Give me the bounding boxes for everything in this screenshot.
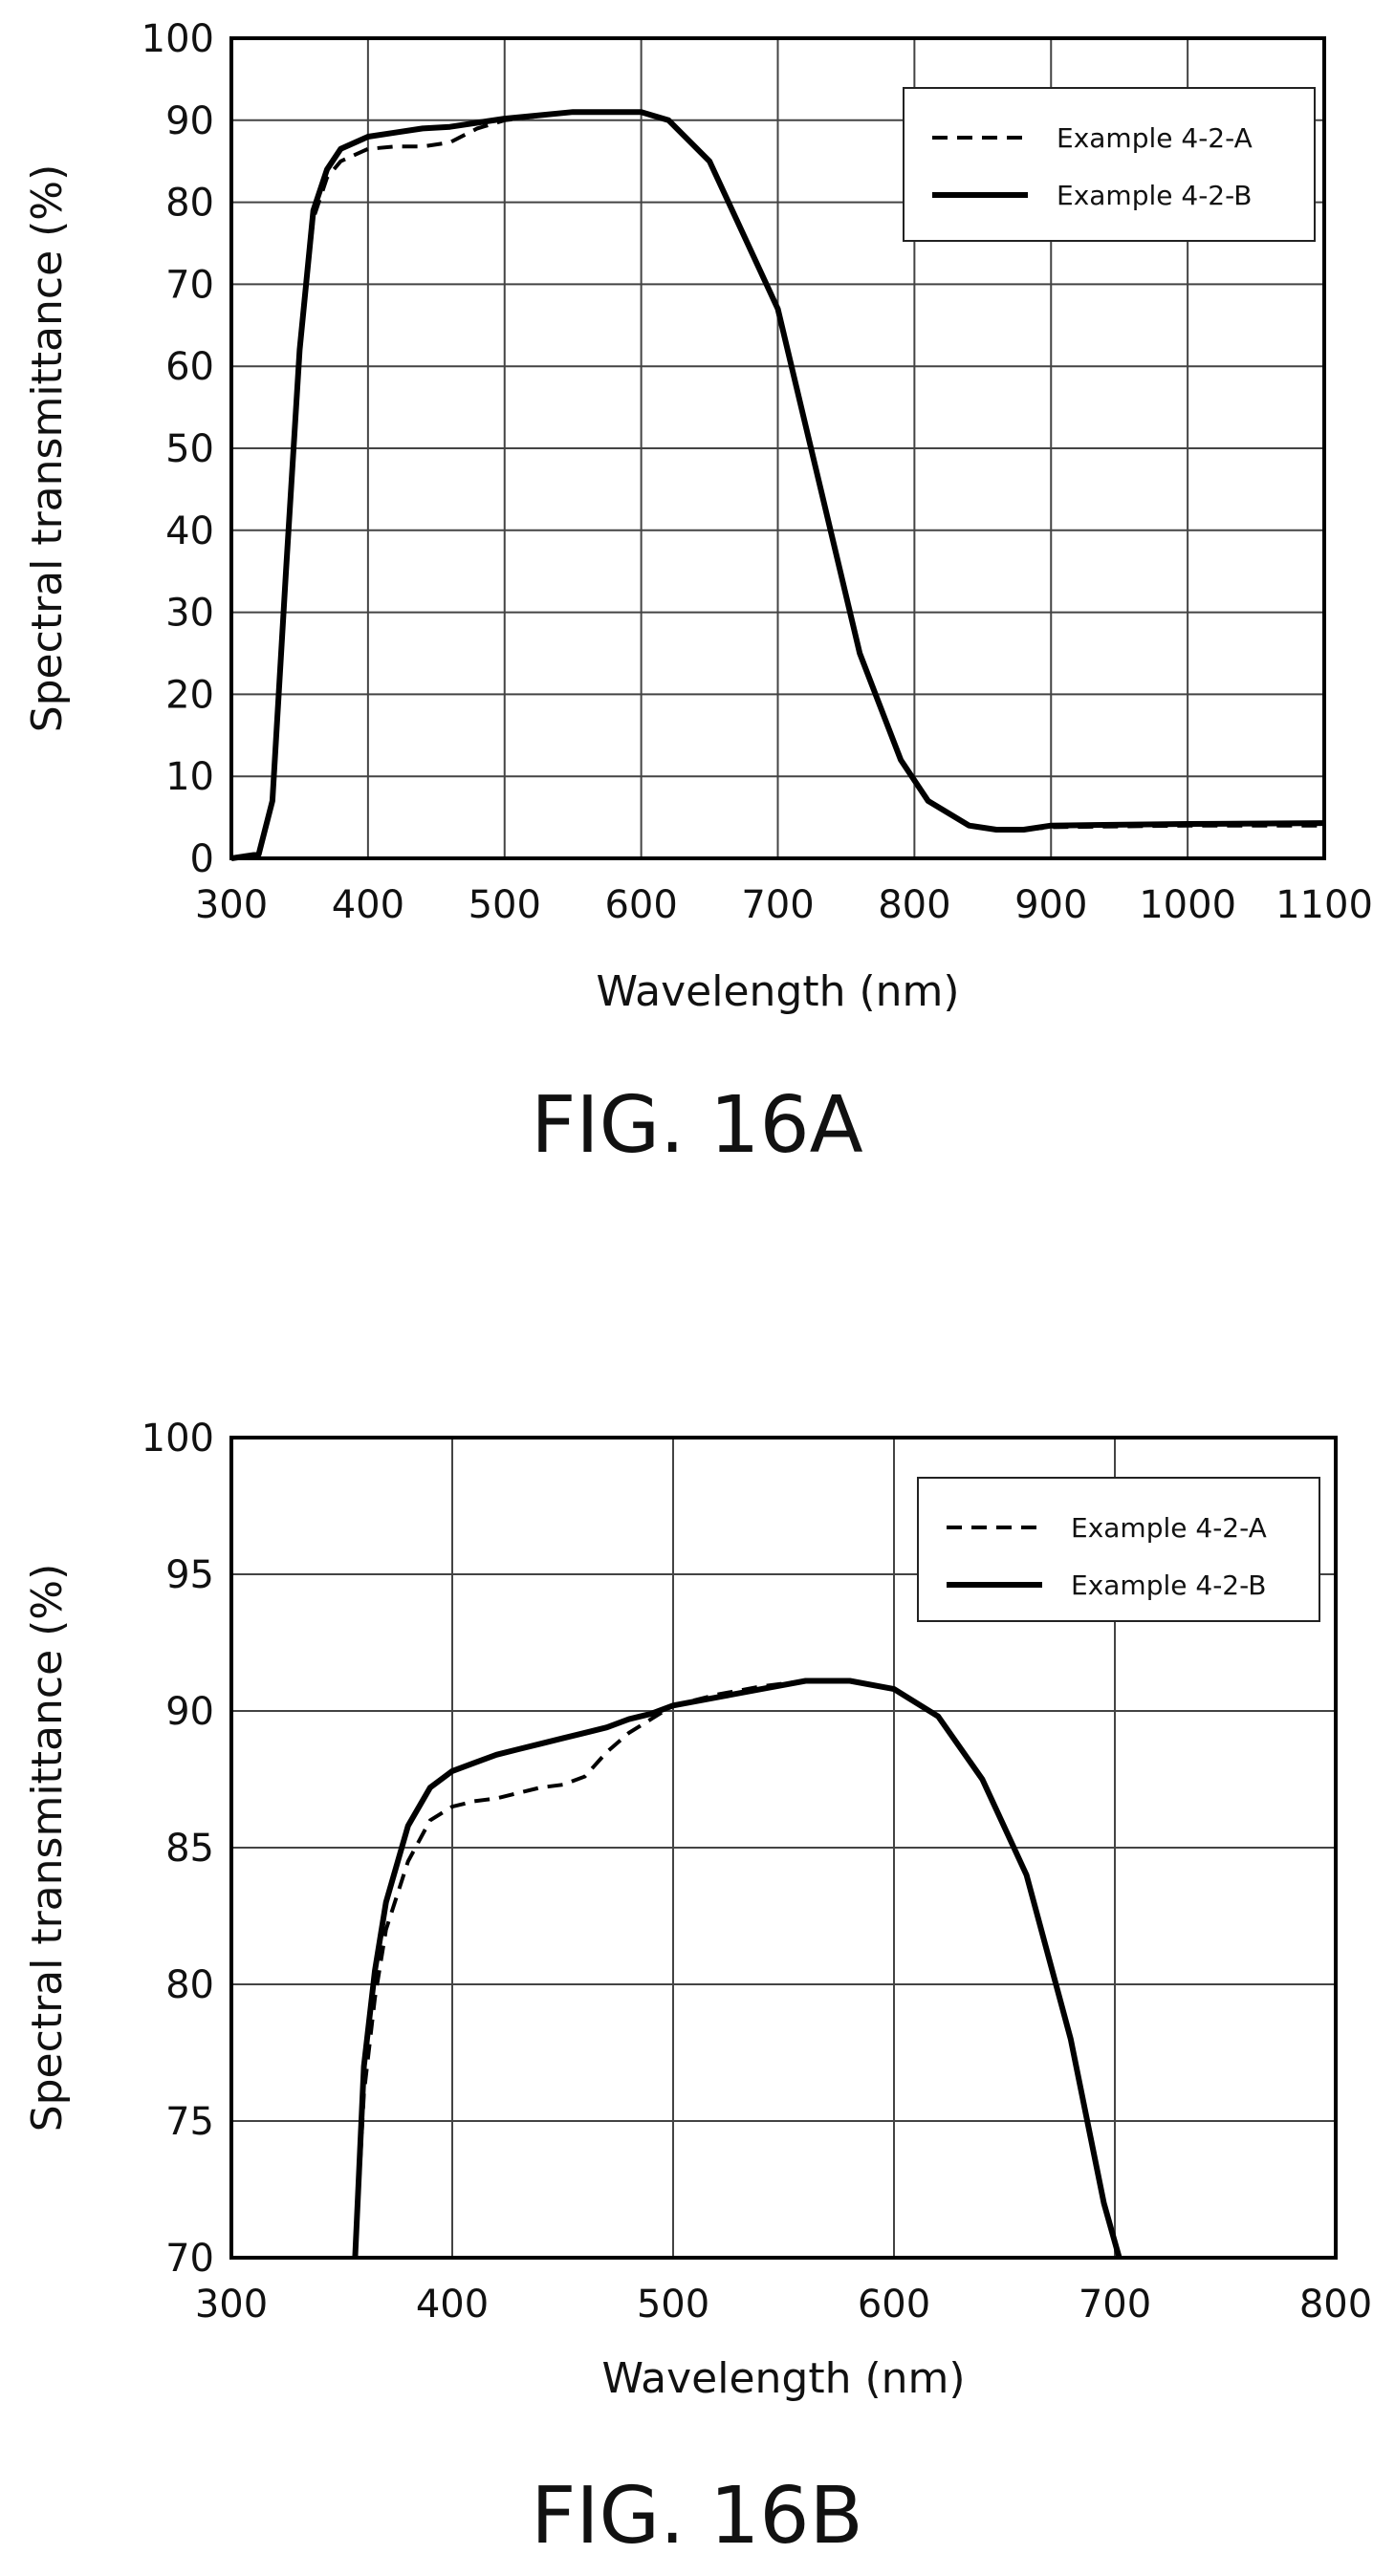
series-line-solid	[230, 109, 1325, 861]
y-tick-label: 80	[165, 1963, 214, 2007]
y-tick-label: 0	[190, 837, 214, 881]
x-tick-label: 600	[604, 883, 677, 927]
x-tick-label: 400	[416, 2283, 489, 2327]
y-tick-label: 10	[165, 755, 214, 799]
y-tick-label: 85	[165, 1827, 214, 1871]
x-tick-label: 500	[637, 2283, 709, 2327]
x-tick-label: 300	[195, 2283, 268, 2327]
plot-frame	[229, 36, 1326, 860]
legend-box	[917, 1477, 1320, 1622]
y-tick-label: 90	[165, 99, 214, 143]
figure-caption-16a: FIG. 16A	[531, 1080, 862, 1171]
x-tick-label: 900	[1014, 883, 1087, 927]
legend-label: Example 4-2-B	[1071, 1569, 1266, 1601]
series-line-solid	[352, 1678, 1123, 2259]
x-tick-label: 800	[1299, 2283, 1372, 2327]
y-tick-label: 30	[165, 592, 214, 636]
y-tick-label: 75	[165, 2100, 214, 2144]
y-tick-label: 70	[165, 263, 214, 307]
y-tick-label: 40	[165, 509, 214, 553]
x-tick-label: 300	[195, 883, 268, 927]
legend-label: Example 4-2-A	[1071, 1512, 1267, 1544]
y-tick-label: 100	[142, 1417, 214, 1461]
legend-label: Example 4-2-A	[1057, 122, 1253, 154]
y-tick-label: 90	[165, 1690, 214, 1734]
chart-fig-16b: 300 400 500 600 700 800 70 75 80 85 90 95 100 Wavelen…	[23, 1417, 1372, 2403]
y-tick-label: 60	[165, 345, 214, 389]
x-tick-label: 1000	[1139, 883, 1236, 927]
y-tick-label: 70	[165, 2237, 214, 2281]
y-tick-label: 100	[142, 17, 214, 61]
legend-box	[903, 87, 1316, 242]
x-axis-label: Wavelength (nm)	[596, 967, 959, 1016]
x-axis-label: Wavelength (nm)	[601, 2354, 965, 2403]
y-tick-label: 50	[165, 427, 214, 471]
x-tick-label: 700	[741, 883, 814, 927]
x-tick-label: 400	[332, 883, 404, 927]
x-tick-label: 600	[858, 2283, 930, 2327]
series-line-dashed	[353, 1678, 1122, 2259]
x-tick-label: 1100	[1275, 883, 1373, 927]
y-tick-label: 95	[165, 1553, 214, 1597]
figure-caption-16b: FIG. 16B	[531, 2471, 863, 2562]
y-axis-label: Spectral transmittance (%)	[23, 164, 72, 733]
x-tick-label: 700	[1079, 2283, 1151, 2327]
y-tick-label: 20	[165, 673, 214, 717]
y-tick-label: 80	[165, 182, 214, 226]
x-tick-label: 800	[878, 883, 950, 927]
x-tick-label: 500	[469, 883, 541, 927]
plot-frame	[229, 1436, 1338, 2260]
chart-fig-16a: 300 400 500 600 700 800 900 1000 1100 0 10 20 30 40 50…	[23, 17, 1373, 1016]
y-axis-label: Spectral transmittance (%)	[23, 1564, 72, 2132]
legend-label: Example 4-2-B	[1057, 180, 1252, 211]
